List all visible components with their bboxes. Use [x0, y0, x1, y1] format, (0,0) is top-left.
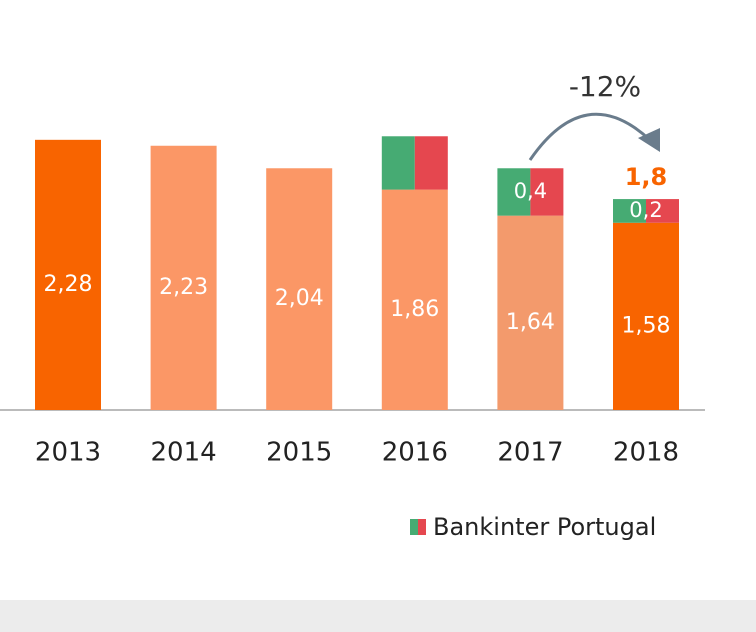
value-label: 2,28: [44, 272, 93, 297]
segment-left: [497, 168, 531, 216]
x-tick-label: 2018: [613, 438, 679, 468]
value-label: 0,4: [514, 179, 547, 203]
x-tick-label: 2015: [266, 438, 332, 468]
footer-band: [0, 600, 756, 632]
segment-left: [613, 199, 646, 223]
segment-right: [530, 168, 564, 216]
bar-segment: [497, 168, 564, 216]
bar: [497, 215, 564, 410]
bar: [613, 222, 679, 410]
bar-segment: [381, 136, 448, 190]
bar: [35, 139, 101, 410]
arrow-head: [638, 128, 660, 152]
bar: [381, 189, 448, 410]
value-label: 2,04: [275, 286, 324, 311]
legend-label: Bankinter Portugal: [433, 513, 656, 541]
bar: [150, 145, 217, 410]
value-label: 2,23: [159, 275, 208, 300]
bar: [266, 168, 333, 410]
legend-swatch-right: [418, 519, 426, 535]
value-label: 1,58: [622, 313, 671, 338]
legend-swatch-left: [410, 519, 418, 535]
total-label: 1,8: [625, 163, 668, 191]
value-label: 1,86: [390, 297, 439, 322]
value-label: 1,64: [506, 310, 555, 335]
segment-left: [381, 136, 415, 190]
change-label: -12%: [569, 70, 641, 103]
x-tick-label: 2014: [151, 438, 217, 468]
value-label: 0,2: [629, 198, 662, 222]
segment-right: [414, 136, 448, 190]
segment-right: [646, 199, 679, 223]
bar-segment: [613, 199, 679, 223]
x-tick-label: 2016: [382, 438, 448, 468]
change-arrow: [528, 112, 652, 161]
x-tick-label: 2017: [497, 438, 563, 468]
x-tick-label: 2013: [35, 438, 101, 468]
